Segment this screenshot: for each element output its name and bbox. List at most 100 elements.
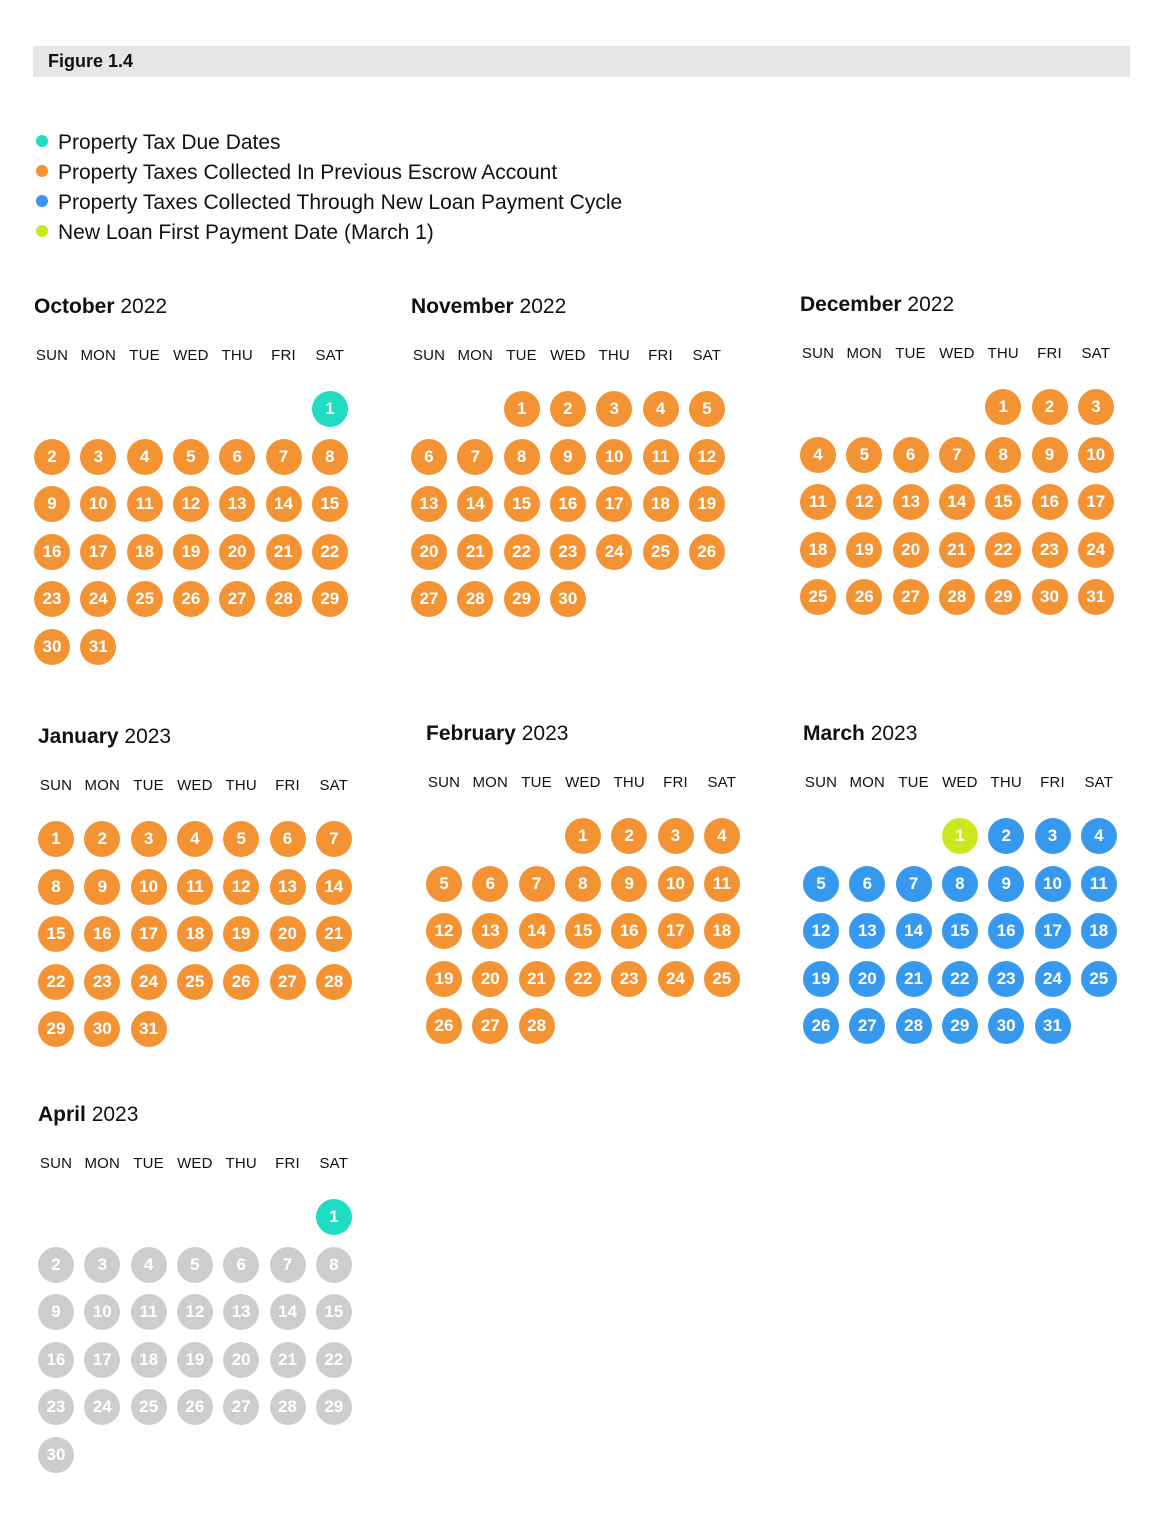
day-28: 28 <box>315 963 352 1000</box>
day-9: 9 <box>611 865 648 902</box>
day-15: 15 <box>503 486 540 523</box>
weekday-label-fri: FRI <box>275 777 300 794</box>
legend-label: Property Taxes Collected In Previous Esc… <box>58 161 558 184</box>
weekday-label-sat: SAT <box>707 774 737 791</box>
weekday-label-thu: THU <box>225 777 257 794</box>
day-6: 6 <box>892 436 929 473</box>
month-name: December <box>800 293 902 316</box>
day-17: 17 <box>657 913 694 950</box>
day-22: 22 <box>38 963 74 1000</box>
weekday-label-mon: MON <box>846 345 883 362</box>
day-5: 5 <box>846 436 883 473</box>
month-name: January <box>38 725 119 748</box>
day-2: 2 <box>84 821 121 857</box>
weekday-label-mon: MON <box>472 774 509 791</box>
day-13: 13 <box>223 1294 260 1331</box>
day-19: 19 <box>176 1341 213 1378</box>
day-12: 12 <box>223 868 260 905</box>
day-17: 17 <box>1077 484 1114 521</box>
day-5: 5 <box>172 438 209 475</box>
day-4: 4 <box>176 821 213 857</box>
day-29: 29 <box>985 579 1022 616</box>
day-7: 7 <box>938 436 975 473</box>
day-31: 31 <box>1034 1008 1071 1045</box>
day-24: 24 <box>1034 960 1071 997</box>
day-31: 31 <box>1077 579 1114 616</box>
weekday-label-fri: FRI <box>663 774 688 791</box>
weekday-label-sat: SAT <box>1081 345 1111 362</box>
day-16: 16 <box>611 913 648 950</box>
day-11: 11 <box>130 1294 167 1331</box>
day-4: 4 <box>126 438 163 475</box>
day-21: 21 <box>457 533 494 570</box>
day-11: 11 <box>800 484 836 521</box>
weekday-label-mon: MON <box>457 347 494 364</box>
day-20: 20 <box>219 533 256 570</box>
day-2: 2 <box>988 818 1025 854</box>
day-7: 7 <box>315 821 352 857</box>
day-15: 15 <box>315 1294 352 1331</box>
legend: Property Tax Due Dates Property Taxes Co… <box>36 128 622 248</box>
day-21: 21 <box>895 960 932 997</box>
day-23: 23 <box>1031 531 1068 568</box>
day-20: 20 <box>892 531 929 568</box>
day-25: 25 <box>800 579 836 616</box>
day-22: 22 <box>503 533 540 570</box>
day-1: 1 <box>38 821 74 857</box>
weekday-label-fri: FRI <box>271 347 296 364</box>
day-17: 17 <box>1034 913 1071 950</box>
weekday-label-sun: SUN <box>39 777 73 794</box>
day-14: 14 <box>265 486 302 523</box>
day-7: 7 <box>518 865 555 902</box>
day-26: 26 <box>426 1008 462 1045</box>
day-5: 5 <box>803 865 839 902</box>
day-22: 22 <box>311 533 348 570</box>
day-8: 8 <box>311 438 348 475</box>
day-16: 16 <box>34 533 70 570</box>
day-28: 28 <box>457 581 494 618</box>
day-18: 18 <box>176 916 213 953</box>
day-11: 11 <box>642 438 679 475</box>
weekday-label-sun: SUN <box>804 774 838 791</box>
weekday-label-thu: THU <box>990 774 1022 791</box>
weekday-label-tue: TUE <box>133 1155 164 1172</box>
day-16: 16 <box>988 913 1025 950</box>
day-9: 9 <box>34 486 70 523</box>
weekday-label-wed: WED <box>177 1155 213 1172</box>
day-22: 22 <box>985 531 1022 568</box>
day-15: 15 <box>311 486 348 523</box>
day-30: 30 <box>38 1437 74 1473</box>
weekday-label-tue: TUE <box>898 774 929 791</box>
day-10: 10 <box>1034 865 1071 902</box>
day-25: 25 <box>703 960 740 997</box>
day-29: 29 <box>38 1011 74 1048</box>
day-10: 10 <box>596 438 633 475</box>
day-12: 12 <box>176 1294 213 1331</box>
legend-item-due: Property Tax Due Dates <box>36 128 622 158</box>
day-11: 11 <box>703 865 740 902</box>
day-28: 28 <box>265 581 302 618</box>
day-5: 5 <box>176 1246 213 1283</box>
month-year: 2022 <box>907 293 955 316</box>
day-2: 2 <box>611 818 648 854</box>
day-1: 1 <box>503 391 540 427</box>
day-10: 10 <box>657 865 694 902</box>
day-12: 12 <box>172 486 209 523</box>
weekday-label-mon: MON <box>80 347 117 364</box>
day-16: 16 <box>84 916 121 953</box>
month-year: 2022 <box>120 295 168 318</box>
day-27: 27 <box>411 581 447 618</box>
weekday-label-fri: FRI <box>1037 345 1062 362</box>
month-name: March <box>803 722 865 745</box>
weekday-label-sun: SUN <box>801 345 835 362</box>
day-14: 14 <box>938 484 975 521</box>
day-3: 3 <box>1077 389 1114 425</box>
weekday-label-fri: FRI <box>275 1155 300 1172</box>
weekday-label-sun: SUN <box>39 1155 73 1172</box>
weekday-label-wed: WED <box>565 774 601 791</box>
day-6: 6 <box>849 865 886 902</box>
day-23: 23 <box>34 581 70 618</box>
month-name: November <box>411 295 514 318</box>
weekday-label-wed: WED <box>939 345 975 362</box>
